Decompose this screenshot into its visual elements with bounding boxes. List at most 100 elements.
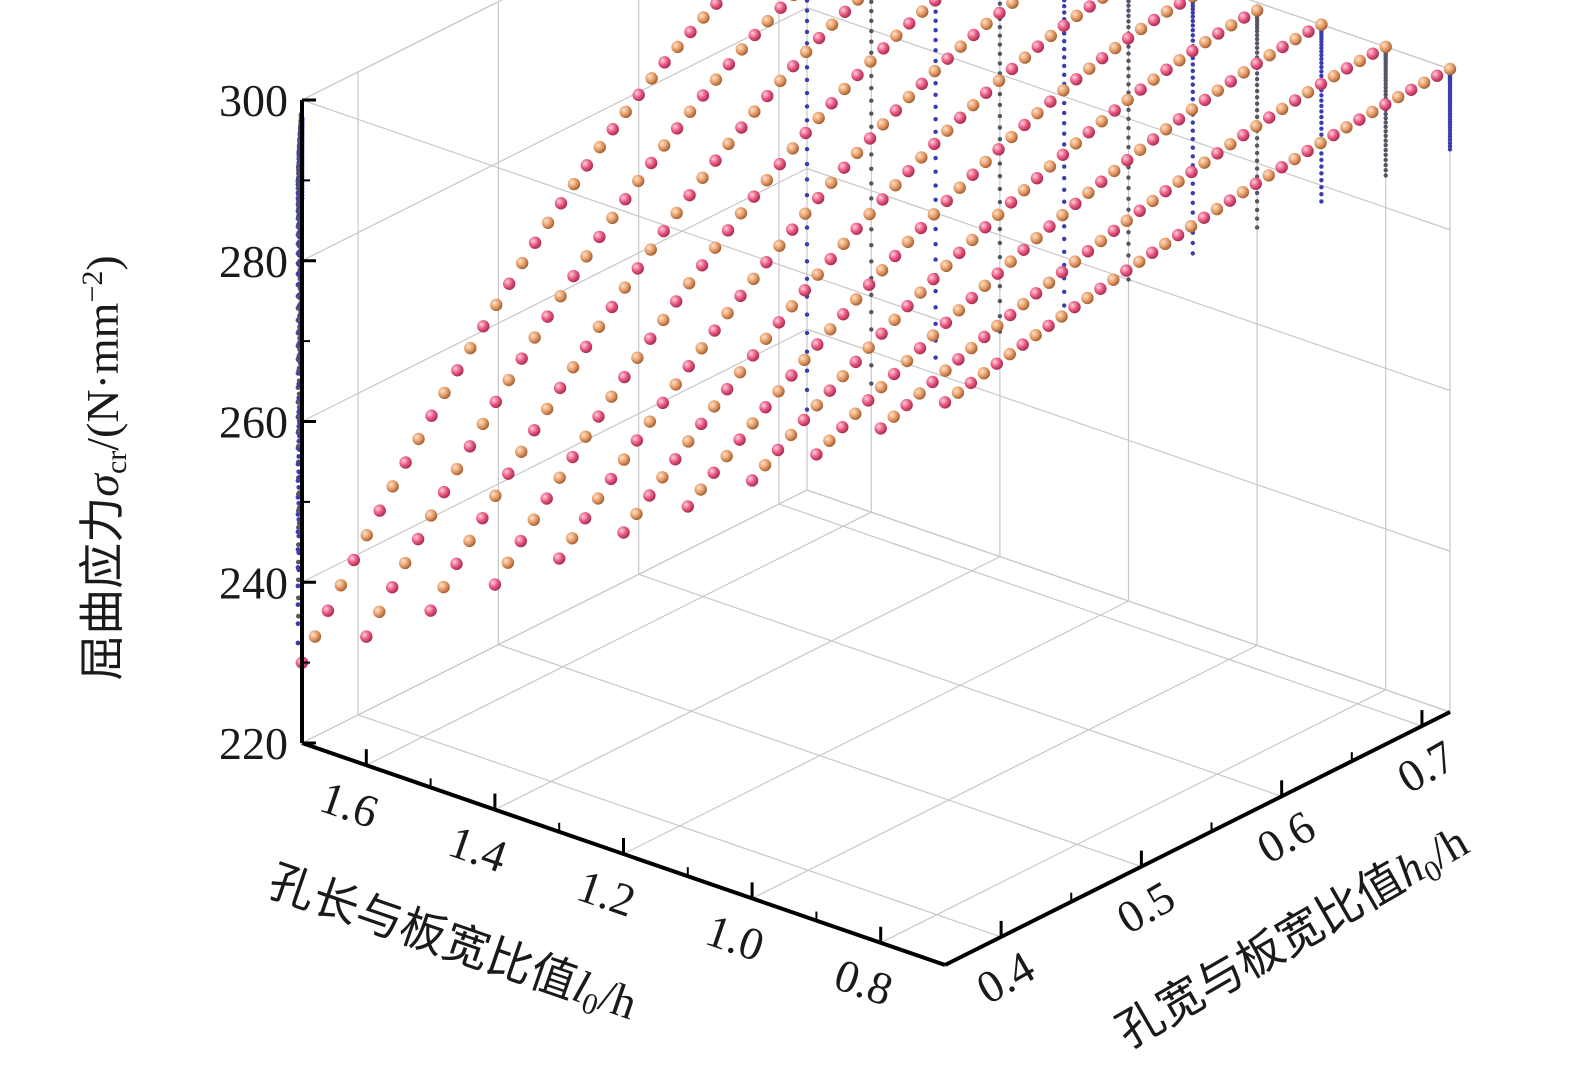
data-point [1301,85,1315,99]
x-tick-label: 0.6 [1248,800,1323,873]
projection-point-right [1126,13,1131,19]
data-point [1250,57,1263,70]
data-point [1133,204,1146,217]
data-point [644,243,657,256]
projection-point-right [1126,185,1131,191]
data-point [643,489,656,502]
projection-point-right [1254,25,1260,30]
projection-point-right [804,90,810,96]
projection-point-right [869,166,874,171]
data-point [451,364,464,377]
data-point [463,534,476,548]
projection-point-right [1254,108,1260,113]
data-point [977,367,991,380]
data-point [1237,66,1250,79]
projection-point-right [997,91,1003,97]
z-axis-title: 屈曲应力σcr/(N·mm−2) [76,255,133,680]
projection-point-right [1383,92,1388,97]
data-point [746,349,760,362]
data-point [876,193,889,206]
data-point [838,5,852,19]
data-point [1057,19,1070,32]
data-point [1081,245,1095,258]
projection-point-right [1319,120,1324,125]
box-edge [301,0,503,101]
data-point [1211,147,1224,160]
projection-point-right [997,254,1003,260]
data-point [836,369,849,383]
projection-point-right [997,283,1003,289]
data-point [334,578,348,592]
projection-point-back [296,559,301,565]
data-point [862,278,876,291]
data-point [1212,27,1225,40]
data-point [772,385,785,398]
data-point [1340,62,1354,75]
data-point [450,557,463,571]
projection-point-right [869,73,874,79]
data-point [490,298,503,312]
data-point [578,512,592,525]
projection-point-right [1126,19,1131,24]
data-point [863,207,876,221]
data-point [565,532,579,545]
data-point [1237,128,1250,142]
data-point [733,433,746,446]
projection-point-right [869,227,874,232]
data-point [658,56,671,69]
projection-point-right [1062,249,1067,255]
data-point [360,630,373,643]
data-point [657,313,670,327]
projection-point-right [1254,166,1260,171]
data-point [811,268,824,281]
data-point [696,171,709,184]
data-point [1083,62,1096,75]
data-point [694,483,707,496]
data-point [450,462,464,476]
projection-point-right [1254,143,1260,148]
data-point [1211,84,1225,97]
projection-point-right [1254,199,1260,204]
data-point [476,511,489,525]
data-point [734,207,748,220]
data-point [913,387,926,400]
data-point [643,415,657,428]
projection-point-right [1126,25,1131,30]
data-point [670,206,683,220]
data-point [747,190,761,203]
data-point [308,630,322,643]
projection-point-back [295,621,301,627]
data-point [1133,143,1147,156]
data-point [735,121,748,134]
data-point [761,14,774,28]
data-point [373,605,386,618]
data-point [1042,276,1056,289]
data-point [1133,255,1146,268]
data-point [527,513,540,526]
projection-point-right [933,116,938,122]
data-point [978,330,991,344]
data-point [437,485,451,499]
projection-point-right [1254,71,1260,76]
data-point [771,443,785,457]
projection-point-right [869,309,874,315]
data-point [1159,184,1172,198]
data-point [1121,32,1135,45]
data-point [901,235,915,249]
projection-point-right [1319,98,1324,103]
data-point [1187,0,1198,3]
data-point [874,380,888,394]
z-tick-label: 260 [219,397,288,448]
data-point [915,151,928,164]
data-point [708,324,721,337]
projection-point-right [1062,236,1067,242]
data-point [876,118,890,131]
data-point [900,398,913,412]
projection-point-right [1319,42,1324,47]
data-point [851,0,865,6]
projection-point-right [1383,78,1388,84]
data-point [1301,144,1314,158]
data-point [515,352,528,365]
data-point [424,509,438,522]
projection-point-right [804,225,810,230]
